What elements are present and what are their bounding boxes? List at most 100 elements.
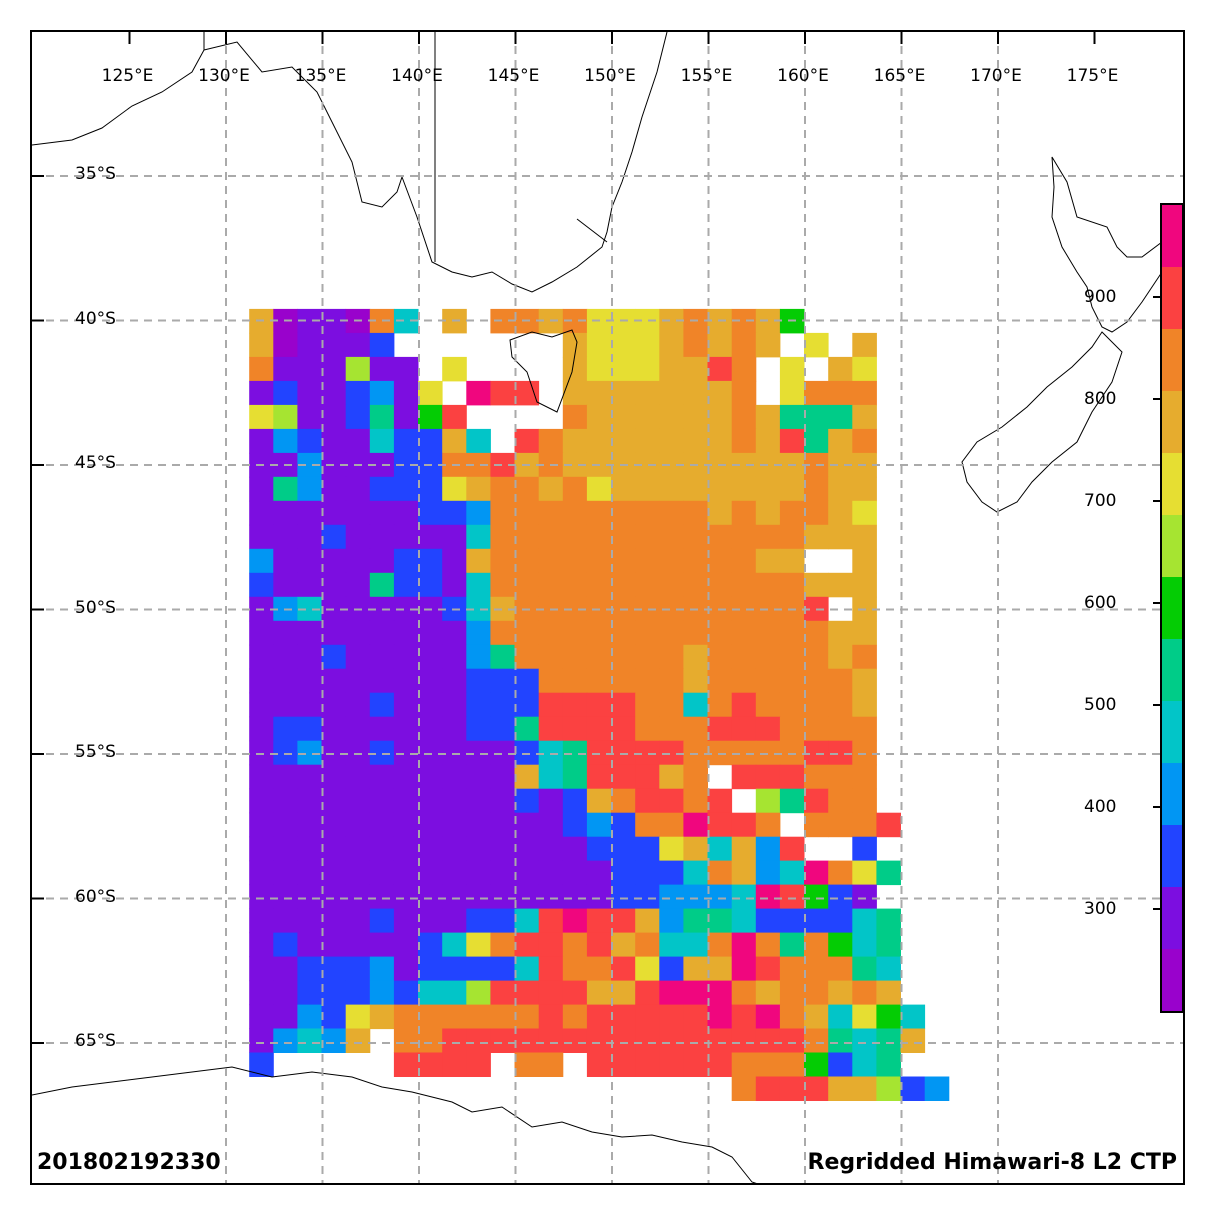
heatmap-cell xyxy=(683,356,708,382)
heatmap-cell xyxy=(852,476,877,502)
heatmap-cell xyxy=(393,356,419,382)
map-frame[interactable] xyxy=(30,30,1185,1185)
heatmap-cell xyxy=(393,1004,419,1030)
heatmap-cell xyxy=(683,956,708,982)
heatmap-cell xyxy=(466,764,491,790)
heatmap-cell xyxy=(514,620,540,646)
heatmap-cell xyxy=(562,524,588,550)
heatmap-cell xyxy=(731,764,757,790)
heatmap-cell xyxy=(249,644,274,670)
heatmap-cell xyxy=(297,524,322,550)
heatmap-cell xyxy=(249,908,274,934)
heatmap-cell xyxy=(611,1028,636,1053)
heatmap-cell xyxy=(249,332,274,358)
heatmap-cell xyxy=(418,860,443,886)
heatmap-cell xyxy=(635,716,660,742)
heatmap-cell xyxy=(683,428,708,454)
heatmap-cell xyxy=(393,500,419,526)
heatmap-cell xyxy=(586,764,612,790)
heatmap-cell xyxy=(442,404,467,430)
heatmap-cell xyxy=(635,428,660,454)
heatmap-cell xyxy=(466,1004,491,1030)
heatmap-cell xyxy=(852,524,877,550)
lat-tick-label: 50°S xyxy=(75,597,116,618)
heatmap-cell xyxy=(273,740,298,766)
heatmap-cell xyxy=(249,476,274,502)
heatmap-cell xyxy=(707,1004,733,1030)
heatmap-cell xyxy=(755,932,781,958)
heatmap-cell xyxy=(297,572,322,598)
heatmap-cell xyxy=(731,1076,757,1101)
lon-tick-label: 145°E xyxy=(487,66,540,86)
heatmap-cell xyxy=(297,716,322,742)
lat-tick-label: 65°S xyxy=(75,1031,116,1051)
colorbar-tick xyxy=(1153,907,1160,910)
heatmap-cell xyxy=(731,980,757,1006)
heatmap-cell xyxy=(490,980,515,1006)
heatmap-cell xyxy=(635,740,660,766)
graticule xyxy=(32,32,1183,1183)
heatmap-cell xyxy=(779,836,805,862)
heatmap-cell xyxy=(393,908,419,934)
heatmap-cell xyxy=(876,1052,901,1077)
lon-tick-label: 170°E xyxy=(970,66,1022,86)
heatmap-cell xyxy=(538,716,564,742)
heatmap-cell xyxy=(611,356,636,382)
heatmap-cell xyxy=(466,908,491,934)
colorbar-segment xyxy=(1162,205,1182,267)
lon-tick-label: 140°E xyxy=(391,66,443,86)
heatmap-cell xyxy=(249,932,274,958)
heatmap-cell xyxy=(779,572,805,598)
heatmap-cell xyxy=(418,692,443,718)
heatmap-cell xyxy=(586,1028,612,1053)
heatmap-cell xyxy=(273,716,298,742)
heatmap-cell xyxy=(442,644,467,670)
heatmap-cell xyxy=(755,980,781,1006)
heatmap-cell xyxy=(273,908,298,934)
heatmap-cell xyxy=(490,812,515,838)
heatmap-cell xyxy=(852,740,877,766)
heatmap-cell xyxy=(611,668,636,694)
heatmap-cell xyxy=(297,356,322,382)
heatmap-cell xyxy=(514,980,540,1006)
heatmap-cell xyxy=(659,620,684,646)
heatmap-cell xyxy=(611,620,636,646)
heatmap-cell xyxy=(321,500,347,526)
heatmap-cell xyxy=(345,548,371,574)
heatmap-cell xyxy=(828,956,853,982)
heatmap-cell xyxy=(804,788,829,814)
heatmap-cell xyxy=(659,524,684,550)
map-canvas[interactable] xyxy=(32,32,1185,1185)
heatmap-cell xyxy=(586,428,612,454)
heatmap-cell xyxy=(586,500,612,526)
heatmap-cell xyxy=(828,716,853,742)
colorbar xyxy=(1160,203,1184,1013)
heatmap-cell xyxy=(273,692,298,718)
colorbar-tick xyxy=(1153,601,1160,604)
heatmap-cell xyxy=(683,404,708,430)
heatmap-cell xyxy=(852,1076,877,1101)
heatmap-cell xyxy=(683,740,708,766)
heatmap-cell xyxy=(514,692,540,718)
heatmap-cell xyxy=(659,908,684,934)
heatmap-cell xyxy=(249,716,274,742)
heatmap-cell xyxy=(442,764,467,790)
heatmap-cell xyxy=(369,908,395,934)
heatmap-cell xyxy=(779,956,805,982)
heatmap-cell xyxy=(345,932,371,958)
heatmap-cell xyxy=(852,812,877,838)
heatmap-cell xyxy=(586,716,612,742)
heatmap-cell xyxy=(273,524,298,550)
heatmap-cell xyxy=(369,764,395,790)
heatmap-cell xyxy=(442,668,467,694)
heatmap-cell xyxy=(852,356,877,382)
heatmap-cell xyxy=(828,740,853,766)
heatmap-cell xyxy=(490,476,515,502)
heatmap-cell xyxy=(659,476,684,502)
heatmap-cell xyxy=(586,404,612,430)
heatmap-cell xyxy=(804,380,829,406)
heatmap-cell xyxy=(466,812,491,838)
heatmap-cell xyxy=(876,1004,901,1030)
heatmap-cell xyxy=(418,788,443,814)
heatmap-cell xyxy=(828,620,853,646)
